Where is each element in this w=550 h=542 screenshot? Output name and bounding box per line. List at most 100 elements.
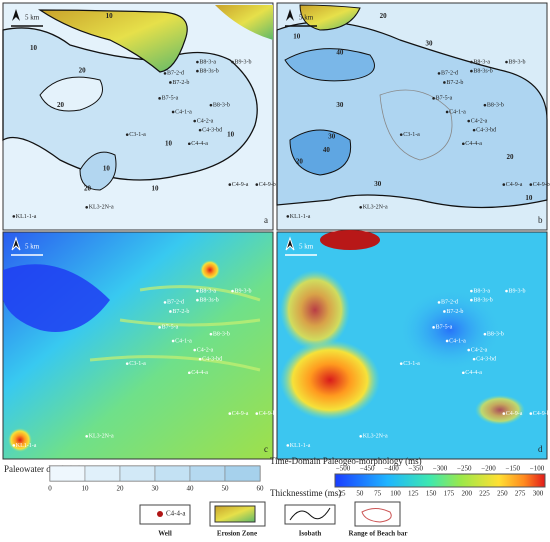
well-label: C3-1-a — [129, 361, 146, 367]
well-dot — [467, 348, 471, 352]
contour-label: 20 — [380, 12, 388, 20]
well-label: B8-3-b — [487, 103, 504, 109]
legend-label: Isobath — [299, 530, 322, 538]
time-tick: −350 — [409, 465, 424, 473]
well-dot — [502, 183, 506, 186]
thickness-tick: 50 — [356, 490, 364, 498]
well-dot — [198, 357, 202, 361]
well-label: B7-2-d — [441, 71, 458, 77]
well-label: KL1-1-a — [16, 443, 37, 449]
contour-label: 10 — [152, 185, 160, 193]
well-label: B7-5-a — [162, 96, 179, 102]
well-dot — [399, 133, 403, 136]
legend-label: Well — [158, 530, 172, 538]
well-label: B8-3-b — [213, 103, 230, 109]
well-dot — [432, 97, 435, 100]
well-label: C4-1-a — [175, 338, 192, 344]
scale-label: 5 km — [25, 14, 40, 22]
depth-title: Paleowater depth (m) — [4, 464, 81, 474]
thickness-tick: 275 — [515, 490, 526, 498]
well-dot — [193, 119, 196, 123]
well-label: C4-2-a — [471, 118, 488, 124]
erosion-icon — [214, 505, 256, 523]
well-dot — [209, 332, 213, 336]
well-dot — [472, 128, 476, 132]
well-dot — [125, 362, 129, 365]
well-label: B8-3s-b — [199, 297, 218, 303]
well-label: C4-9-a — [232, 411, 249, 417]
well-dot — [359, 435, 363, 438]
well-label: KL3-2N-a — [89, 205, 114, 211]
well-label: C4-9-b — [259, 182, 276, 188]
panel-label: b — [538, 215, 543, 225]
well-label: B7-5-a — [162, 325, 179, 331]
well-label: B8-3-a — [199, 288, 216, 294]
well-dot — [505, 289, 508, 293]
time-tick: −300 — [433, 465, 448, 473]
isobath-icon — [289, 507, 331, 521]
well-label: C4-9-b — [533, 411, 550, 417]
contour-label: 30 — [426, 39, 434, 47]
scale-label: 5 km — [299, 14, 314, 22]
depth-tick: 40 — [187, 485, 195, 493]
well-label: C4-1-a — [449, 338, 466, 344]
well-label: C3-1-a — [403, 361, 420, 367]
well-label: C4-9-a — [506, 411, 523, 417]
time-tick: −150 — [506, 465, 521, 473]
well-dot — [163, 301, 167, 304]
depth-tick: 10 — [82, 485, 90, 493]
well-dot — [470, 60, 473, 64]
legend-label: Range of Beach bar — [349, 530, 408, 538]
well-dot — [483, 103, 487, 107]
well-label: C4-4-a — [465, 141, 482, 147]
well-dot — [12, 215, 16, 218]
well-label: C4-3-bd — [202, 127, 222, 133]
thickness-tick: 300 — [533, 490, 544, 498]
well-label: KL1-1-a — [16, 214, 37, 220]
well-label: C4-2-a — [197, 347, 214, 353]
scale-label: 5 km — [299, 243, 314, 251]
contour-label: 30 — [374, 180, 382, 188]
well-label: KL3-2N-a — [89, 434, 114, 440]
well-label: B7-2-d — [441, 300, 458, 306]
well-dot — [188, 371, 191, 375]
time-tick: −250 — [457, 465, 472, 473]
well-dot — [359, 206, 363, 209]
well-label: B7-2-b — [446, 80, 463, 86]
well-label: B8-3-a — [473, 288, 490, 294]
well-label: C4-9-b — [533, 182, 550, 188]
well-label: B9-3-b — [509, 59, 526, 65]
contour-label: 20 — [84, 185, 92, 193]
depth-tick: 0 — [48, 485, 52, 493]
well-dot — [470, 298, 473, 302]
well-dot — [85, 435, 88, 438]
thickness-tick: 125 — [408, 490, 419, 498]
well-label: C4-4-a — [191, 370, 208, 376]
well-label: C4-4-a — [465, 370, 482, 376]
well-dot — [171, 339, 175, 343]
well-label: KL3-2N-a — [363, 434, 388, 440]
thickness-tick: 25 — [339, 490, 347, 498]
well-dot — [472, 357, 476, 361]
well-dot — [255, 183, 259, 186]
contour-label: 10 — [106, 12, 114, 20]
north-arrow — [12, 9, 20, 21]
well-dot — [255, 412, 259, 415]
well-dot — [505, 60, 508, 64]
well-label: C4-9-b — [259, 411, 276, 417]
thickness-tick: 75 — [374, 490, 382, 498]
thickness-tick: 150 — [426, 490, 437, 498]
well-label: B8-3s-b — [473, 68, 492, 74]
well-dot — [529, 183, 533, 186]
contour-label: 20 — [79, 67, 87, 75]
well-dot — [437, 72, 441, 75]
well-dot — [125, 133, 129, 136]
well-dot — [196, 298, 199, 302]
well-dot — [483, 332, 487, 336]
well-label: B8-3-b — [213, 332, 230, 338]
map-a — [2, 2, 274, 231]
well-label: C4-3-bd — [476, 127, 496, 133]
well-dot — [399, 362, 403, 365]
well-label: B9-3-b — [235, 59, 252, 65]
depth-tick: 60 — [257, 485, 265, 493]
